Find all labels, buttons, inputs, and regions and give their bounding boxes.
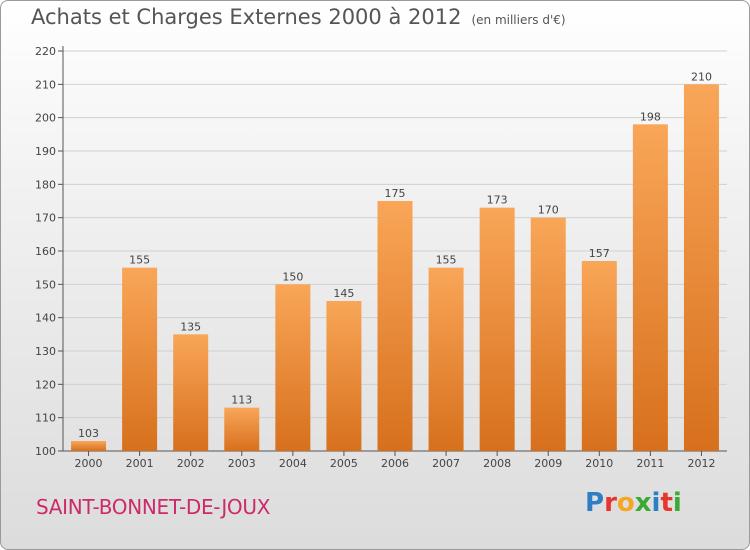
chart-title: Achats et Charges Externes 2000 à 2012 (e… — [31, 5, 566, 29]
x-tick-label-2011: 2011 — [636, 457, 664, 470]
bar-2012 — [683, 84, 719, 451]
logo-letter: i — [651, 488, 661, 518]
proxiti-logo: Proxiti — [585, 488, 682, 518]
y-tick-label-220: 220 — [35, 45, 56, 58]
x-tick-label-2009: 2009 — [534, 457, 562, 470]
y-tick-label-160: 160 — [35, 245, 56, 258]
x-tick-label-2012: 2012 — [687, 457, 715, 470]
label-layer: 103 155 135 113 150 145 175 155 173 170 157 198 210 — [78, 70, 712, 440]
logo-letter: P — [585, 488, 605, 518]
bar-2003 — [224, 407, 260, 451]
y-tick-label-140: 140 — [35, 312, 56, 325]
x-tick-label-2006: 2006 — [381, 457, 409, 470]
y-tick-label-200: 200 — [35, 112, 56, 125]
bar-2002 — [173, 334, 209, 451]
data-label-2004: 150 — [282, 270, 303, 283]
y-tick-label-110: 110 — [35, 412, 56, 425]
bar-2011 — [632, 124, 668, 451]
logo-letter: o — [616, 488, 635, 518]
bar-2009 — [530, 217, 566, 451]
logo-letter: r — [604, 488, 617, 518]
y-tick-label-130: 130 — [35, 345, 56, 358]
logo-letter: i — [672, 488, 682, 518]
data-label-2002: 135 — [180, 320, 201, 333]
data-label-2009: 170 — [538, 204, 559, 217]
x-tick-label-2001: 2001 — [126, 457, 154, 470]
bar-2006 — [377, 201, 413, 451]
bar-2010 — [581, 261, 617, 451]
y-tick-label-150: 150 — [35, 278, 56, 291]
chart-title-text: Achats et Charges Externes 2000 à 2012 — [31, 5, 462, 29]
y-tick-label-210: 210 — [35, 78, 56, 91]
bar-2007 — [428, 267, 464, 451]
x-tick-label-2004: 2004 — [279, 457, 307, 470]
y-tick-label-120: 120 — [35, 378, 56, 391]
bar-2005 — [326, 301, 362, 451]
data-label-2007: 155 — [436, 254, 457, 267]
y-tick-label-190: 190 — [35, 145, 56, 158]
data-label-2001: 155 — [129, 254, 150, 267]
data-label-2003: 113 — [231, 394, 252, 407]
logo-letter: t — [660, 488, 673, 518]
bar-2001 — [122, 267, 158, 451]
bar-layer — [71, 84, 719, 451]
data-label-2005: 145 — [333, 287, 354, 300]
x-tick-label-2000: 2000 — [75, 457, 103, 470]
x-tick-label-2010: 2010 — [585, 457, 613, 470]
bar-2000 — [71, 441, 107, 451]
x-tick-label-2008: 2008 — [483, 457, 511, 470]
y-tick-label-180: 180 — [35, 178, 56, 191]
data-label-2011: 198 — [640, 110, 661, 123]
y-tick-label-170: 170 — [35, 212, 56, 225]
bar-2008 — [479, 207, 515, 451]
y-tick-label-100: 100 — [35, 445, 56, 458]
x-tick-label-2005: 2005 — [330, 457, 358, 470]
chart-subtitle: (en milliers d'€) — [471, 13, 566, 27]
data-label-2010: 157 — [589, 247, 610, 260]
place-name: SAINT-BONNET-DE-JOUX — [36, 495, 271, 519]
data-label-2008: 173 — [487, 194, 508, 207]
bar-2004 — [275, 284, 311, 451]
x-tick-label-2002: 2002 — [177, 457, 205, 470]
data-label-2006: 175 — [385, 187, 406, 200]
data-label-2000: 103 — [78, 427, 99, 440]
data-label-2012: 210 — [691, 70, 712, 83]
x-tick-label-2007: 2007 — [432, 457, 460, 470]
axis-layer: 100 110 120 130 140 150 160 170 180 190 200 210 220 2… — [35, 45, 727, 470]
x-tick-label-2003: 2003 — [228, 457, 256, 470]
logo-letter: x — [634, 488, 652, 518]
